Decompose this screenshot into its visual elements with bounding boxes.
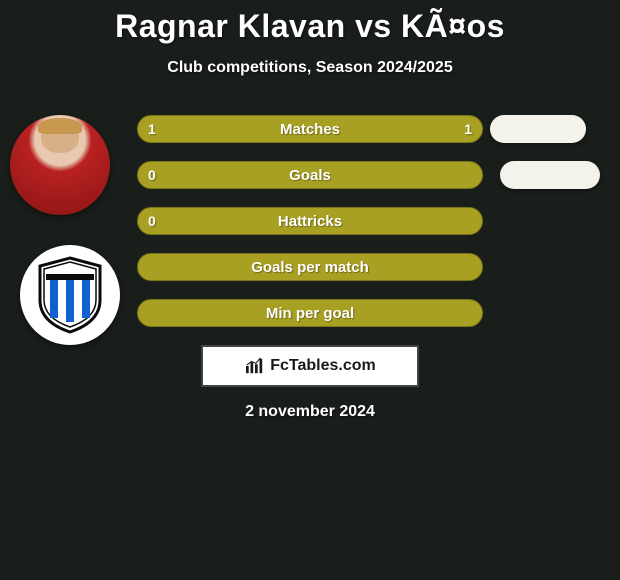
stat-row-matches: 1 Matches 1 [137, 115, 483, 143]
attribution-text: FcTables.com [270, 357, 376, 375]
stat-left-value: 1 [148, 121, 156, 137]
stat-right-value: 1 [464, 121, 472, 137]
stat-bars: 1 Matches 1 0 Goals 0 Hattricks Goals pe… [137, 115, 483, 327]
stat-label: Matches [280, 121, 340, 138]
player1-avatar [10, 115, 110, 215]
page-title: Ragnar Klavan vs KÃ¤os [0, 0, 620, 45]
chart-icon [244, 357, 266, 375]
stat-row-min-per-goal: Min per goal [137, 299, 483, 327]
subtitle: Club competitions, Season 2024/2025 [0, 59, 620, 77]
player2-club-badge [20, 245, 120, 345]
stat-label: Goals [289, 167, 331, 184]
stats-area: 1 Matches 1 0 Goals 0 Hattricks Goals pe… [0, 115, 620, 327]
stat-row-goals: 0 Goals [137, 161, 483, 189]
shield-icon [36, 256, 104, 334]
stat-label: Goals per match [251, 259, 369, 276]
attribution-badge: FcTables.com [201, 345, 419, 387]
stat-left-value: 0 [148, 167, 156, 183]
stat-row-hattricks: 0 Hattricks [137, 207, 483, 235]
pill-indicator-1 [490, 115, 586, 143]
stat-label: Hattricks [278, 213, 342, 230]
pill-indicator-2 [500, 161, 600, 189]
stat-left-value: 0 [148, 213, 156, 229]
stat-label: Min per goal [266, 305, 354, 322]
date-text: 2 november 2024 [0, 403, 620, 421]
stat-row-goals-per-match: Goals per match [137, 253, 483, 281]
